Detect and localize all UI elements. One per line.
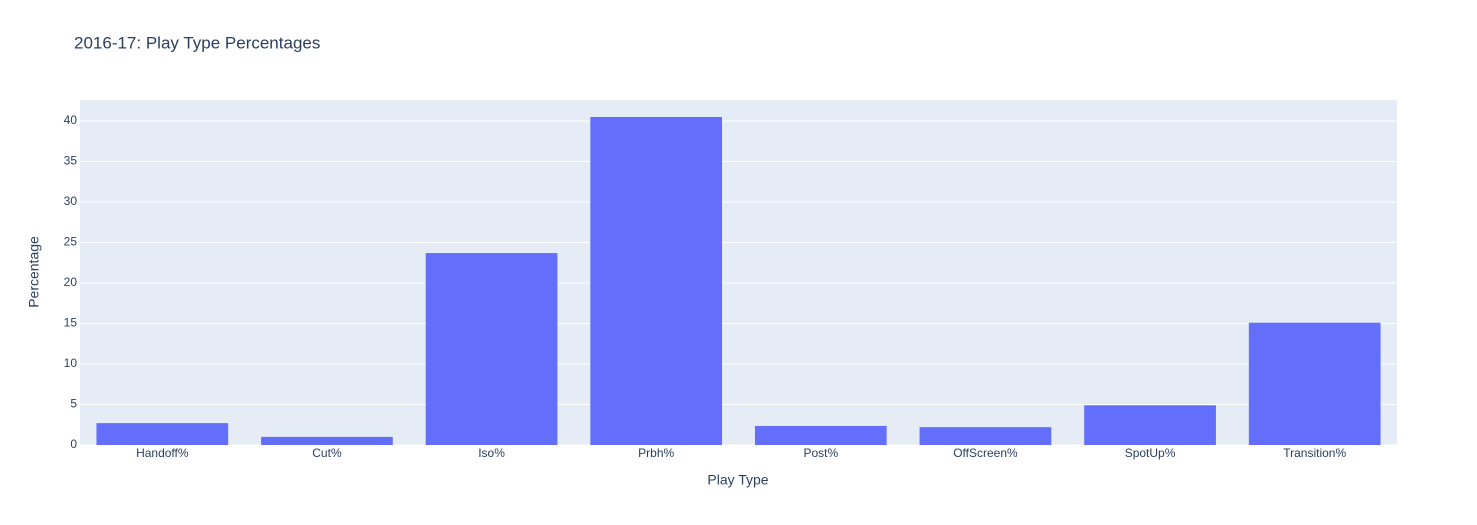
- x-tick-label: SpotUp%: [1125, 446, 1176, 460]
- bar: [261, 436, 393, 445]
- x-tick-label: Prbh%: [638, 446, 674, 460]
- y-tick-label: 0: [70, 437, 77, 451]
- bar: [1248, 322, 1381, 445]
- y-tick-label: 35: [64, 154, 78, 168]
- y-tick-label: 20: [64, 275, 78, 289]
- x-tick-label: Handoff%: [136, 446, 189, 460]
- y-tick-label: 10: [64, 356, 78, 370]
- y-tick-label: 15: [64, 316, 78, 330]
- y-tick-label: 25: [64, 235, 78, 249]
- bar: [754, 425, 887, 445]
- plot-area: [80, 100, 1397, 445]
- bar: [919, 427, 1052, 445]
- bar: [425, 253, 558, 445]
- bar: [96, 423, 229, 445]
- y-axis-title: Percentage: [26, 236, 42, 308]
- y-tick-label: 5: [70, 397, 77, 411]
- bar: [1084, 405, 1216, 445]
- y-tick-label: 40: [64, 113, 78, 127]
- x-tick-label: Post%: [803, 446, 838, 460]
- bar: [590, 117, 723, 445]
- x-tick-label: Cut%: [312, 446, 342, 460]
- y-tick-label: 30: [64, 194, 78, 208]
- x-tick-label: Transition%: [1283, 446, 1346, 460]
- x-tick-label: Iso%: [478, 446, 505, 460]
- x-axis-title: Play Type: [707, 472, 768, 488]
- x-tick-label: OffScreen%: [953, 446, 1018, 460]
- chart-title: 2016-17: Play Type Percentages: [74, 33, 320, 52]
